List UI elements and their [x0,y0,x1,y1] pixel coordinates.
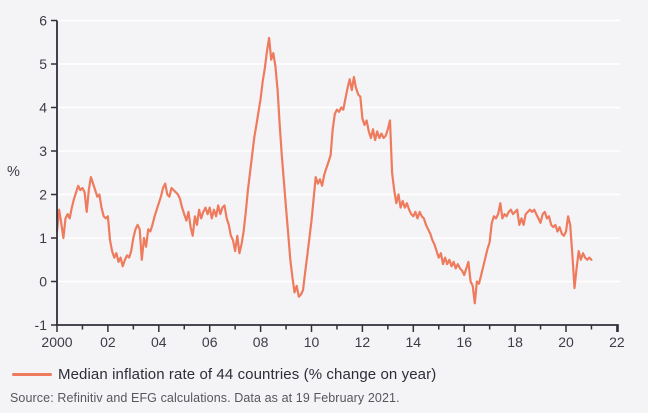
svg-text:20: 20 [558,334,574,350]
svg-text:1: 1 [39,230,47,246]
svg-text:14: 14 [406,334,422,350]
svg-text:%: % [7,164,20,180]
svg-text:22: 22 [609,334,625,350]
svg-text:6: 6 [39,13,47,29]
legend: Median inflation rate of 44 countries (%… [0,362,648,386]
legend-line-swatch [12,372,52,376]
svg-text:04: 04 [151,334,167,350]
svg-text:08: 08 [253,334,269,350]
svg-text:3: 3 [39,143,47,159]
svg-text:02: 02 [100,334,116,350]
svg-text:12: 12 [355,334,371,350]
svg-text:2000: 2000 [41,334,72,350]
svg-text:0: 0 [39,274,47,290]
svg-text:18: 18 [507,334,523,350]
svg-text:4: 4 [39,100,47,116]
legend-label: Median inflation rate of 44 countries (%… [58,365,437,383]
source-note: Source: Refinitiv and EFG calculations. … [10,391,400,405]
svg-text:06: 06 [202,334,218,350]
svg-text:2: 2 [39,187,47,203]
svg-text:5: 5 [39,56,47,72]
svg-text:-1: -1 [35,317,48,333]
svg-text:10: 10 [304,334,320,350]
svg-text:16: 16 [456,334,472,350]
